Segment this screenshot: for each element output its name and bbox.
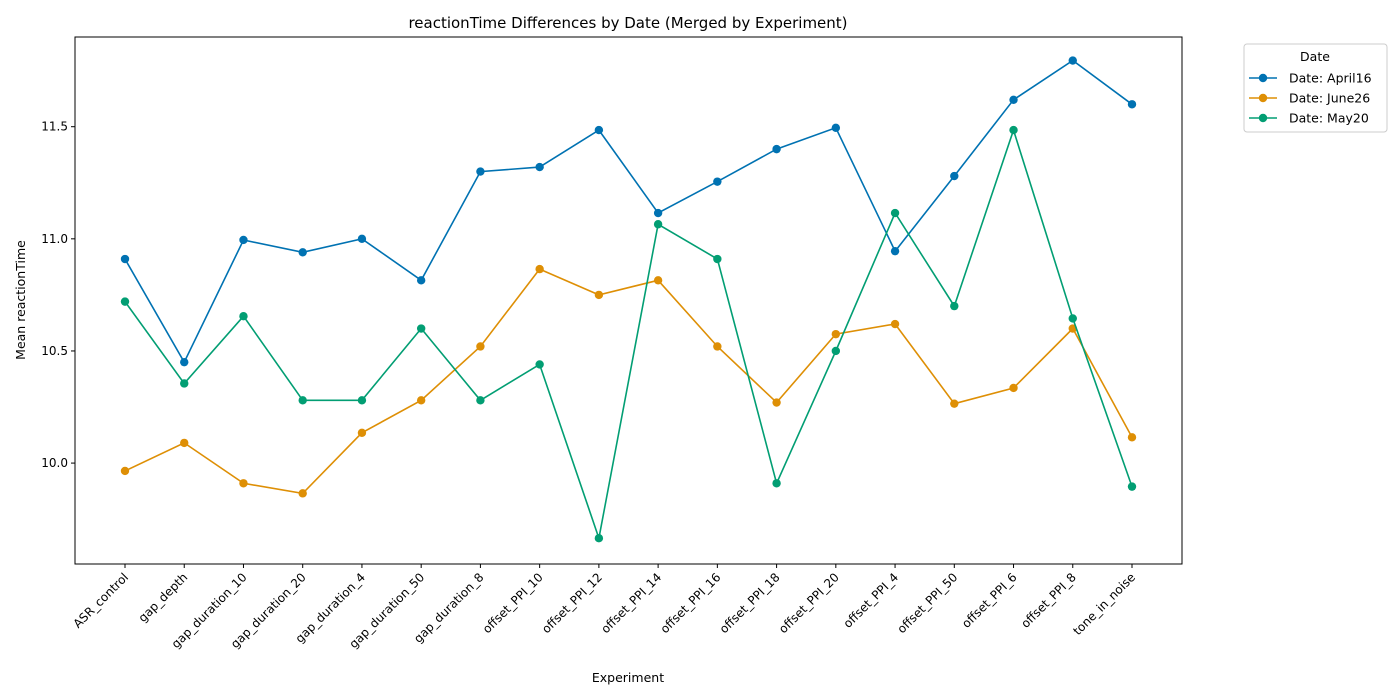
data-point	[1068, 56, 1077, 65]
legend-label: Date: June26	[1289, 91, 1370, 106]
data-point	[476, 342, 485, 351]
legend-label: Date: April16	[1289, 71, 1372, 86]
series-2	[120, 125, 1137, 543]
data-point	[950, 301, 959, 311]
x-tick-label: offset_PPI_6	[959, 570, 1020, 631]
x-tick-label: offset_PPI_4	[841, 570, 902, 631]
data-point	[831, 123, 841, 133]
data-point	[653, 276, 663, 285]
data-point	[416, 396, 426, 405]
legend-marker	[1258, 73, 1268, 83]
x-tick-label: offset_PPI_18	[717, 570, 783, 636]
data-point	[653, 220, 663, 229]
legend: Date Date: April16 Date: June26 Date: May2…	[1243, 43, 1388, 133]
data-point	[120, 254, 130, 264]
y-tick-label: 11.5	[41, 120, 68, 134]
data-point	[1009, 95, 1018, 104]
data-point	[239, 235, 248, 245]
data-point	[298, 248, 307, 257]
data-point	[535, 162, 544, 172]
series-0	[120, 56, 1137, 367]
legend-marker	[1258, 113, 1268, 123]
x-tick-label: offset_PPI_12	[539, 570, 605, 636]
x-tick-label: gap_depth	[136, 570, 191, 625]
series-1	[120, 264, 1137, 498]
data-point	[1127, 100, 1137, 109]
data-point	[416, 276, 426, 285]
data-point	[298, 489, 307, 498]
data-point	[772, 479, 781, 488]
data-point	[890, 208, 900, 218]
series-lines	[120, 56, 1137, 543]
legend-entry: Date: May20	[1249, 111, 1369, 126]
y-tick-label: 11.0	[41, 232, 68, 246]
data-point	[713, 177, 722, 186]
data-point	[416, 324, 426, 333]
data-point	[890, 246, 900, 256]
x-tick-label: offset_PPI_8	[1018, 570, 1079, 631]
data-point	[357, 396, 367, 405]
data-point	[476, 396, 485, 405]
data-point	[1009, 383, 1018, 393]
data-point	[535, 360, 544, 369]
data-point	[180, 357, 189, 367]
y-axis-label: Mean reactionTime	[13, 240, 28, 360]
data-point	[357, 428, 367, 438]
legend-entry: Date: April16	[1249, 71, 1372, 86]
data-point	[831, 346, 841, 356]
data-point	[239, 479, 248, 488]
data-point	[772, 144, 781, 154]
data-point	[180, 438, 189, 448]
data-point	[1068, 314, 1077, 323]
x-tick-label: offset_PPI_14	[598, 570, 664, 636]
y-axis: 10.0 10.5 11.0 11.5	[41, 120, 75, 470]
data-point	[120, 297, 130, 306]
chart-title: reactionTime Differences by Date (Merged…	[408, 14, 847, 32]
y-tick-label: 10.0	[41, 456, 68, 470]
data-point	[1127, 433, 1137, 442]
legend-marker	[1258, 93, 1268, 103]
data-point	[1127, 482, 1137, 491]
x-tick-label: offset_PPI_20	[776, 570, 842, 636]
x-tick-label: offset_PPI_50	[894, 570, 960, 636]
data-point	[772, 398, 781, 407]
data-point	[831, 329, 841, 339]
x-tick-label: offset_PPI_10	[480, 570, 546, 636]
x-axis: ASR_control gap_depthgap_duration_10gap_d…	[70, 564, 1138, 651]
x-tick-label: offset_PPI_16	[658, 570, 724, 636]
plot-area	[74, 36, 1183, 565]
data-point	[890, 319, 900, 329]
data-point	[120, 466, 130, 476]
data-point	[535, 264, 544, 274]
series-line	[124, 59, 1133, 364]
data-point	[298, 396, 307, 405]
data-point	[357, 234, 367, 244]
data-point	[239, 311, 248, 321]
data-point	[950, 171, 959, 181]
data-point	[594, 290, 604, 300]
legend-label: Date: May20	[1289, 111, 1369, 126]
x-tick-label: tone_in_noise	[1070, 570, 1138, 638]
data-point	[713, 342, 722, 351]
y-tick-label: 10.5	[41, 344, 68, 358]
data-point	[594, 125, 604, 135]
data-point	[594, 534, 604, 543]
x-axis-label: Experiment	[592, 670, 664, 685]
data-point	[653, 208, 663, 218]
x-tick-label: ASR_control	[70, 570, 131, 631]
data-point	[1009, 125, 1018, 135]
legend-box	[1243, 43, 1388, 133]
legend-title: Date	[1300, 49, 1330, 64]
series-line	[124, 127, 1133, 542]
data-point	[713, 254, 722, 264]
data-point	[180, 379, 189, 388]
legend-entry: Date: June26	[1249, 91, 1370, 106]
data-point	[950, 399, 959, 408]
series-line	[124, 268, 1133, 495]
data-point	[476, 167, 485, 176]
